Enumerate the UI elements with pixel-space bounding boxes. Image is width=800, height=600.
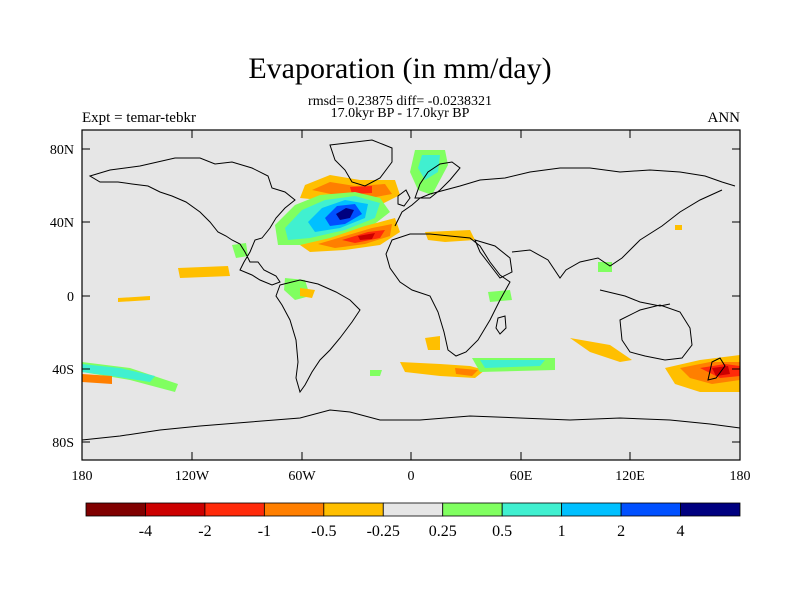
field-subpolar-core (336, 208, 354, 220)
colorbar-swatch (382, 502, 444, 517)
season-label: ANN (707, 110, 741, 126)
colorbar-label: -0.25 (367, 523, 400, 540)
anomaly-fields (82, 150, 740, 392)
lat-label-40s: 40S (52, 363, 74, 378)
field-south-atlantic-red (455, 368, 478, 376)
lat-label-eq: 0 (67, 290, 74, 305)
colorbar-label: 2 (617, 523, 625, 540)
latitude-axis (82, 148, 740, 443)
field-south-pacific-cyan (82, 364, 155, 382)
colorbar-swatch (204, 502, 265, 517)
colorbar-labels: -4 -2 -1 -0.5 -0.25 0.25 0.5 1 2 4 (139, 523, 685, 540)
plot-title: Evaporation (in mm/day) (248, 52, 552, 85)
lat-label-40n: 40N (50, 216, 74, 231)
coast-australia (619, 304, 693, 361)
colorbar-swatch (561, 502, 622, 517)
coast-scandinavia (414, 161, 461, 199)
lon-label-0: 0 (408, 469, 415, 484)
experiment-label: Expt = temar-tebkr (82, 110, 196, 126)
colorbar-swatch (85, 502, 146, 517)
colorbar-label: -2 (198, 523, 211, 540)
colorbar-label: 1 (558, 523, 566, 540)
colorbar-label: 0.25 (429, 523, 457, 540)
coast-arabia (474, 239, 513, 279)
coast-north-america (88, 157, 296, 286)
field-south-atlantic-green (370, 370, 382, 376)
map-background (82, 130, 740, 460)
field-japan (675, 225, 682, 230)
field-central-america (232, 243, 248, 258)
lon-label-60e: 60E (510, 469, 533, 484)
colorbar-swatch (680, 502, 741, 517)
coast-south-asia (511, 189, 723, 279)
colorbar-label: -0.5 (311, 523, 336, 540)
coast-new-zealand (707, 357, 726, 381)
field-caribbean-orange (300, 288, 315, 298)
lon-label-180w: 180 (72, 469, 93, 484)
colorbar-swatch (263, 502, 325, 517)
longitude-axis (81, 130, 741, 460)
field-norwegian-sea-core (418, 155, 440, 180)
field-se-asia (598, 262, 612, 272)
field-labrador-deep (350, 186, 372, 194)
lon-label-120e: 120E (615, 469, 645, 484)
coast-madagascar (495, 315, 507, 335)
coast-europe (394, 167, 736, 227)
lat-label-80n: 80N (50, 143, 74, 158)
colorbar-swatch (323, 502, 384, 517)
field-south-pacific-orange (82, 374, 112, 384)
colorbar-label: 0.5 (492, 523, 512, 540)
coast-africa (385, 233, 511, 357)
lon-label-120w: 120W (175, 469, 210, 484)
field-australia-south (570, 338, 632, 362)
field-arabian (488, 290, 512, 302)
field-ne-pacific (178, 266, 230, 278)
colorbar-label: -1 (258, 523, 271, 540)
coast-indonesia (599, 289, 671, 307)
lat-label-80s: 80S (52, 436, 74, 451)
field-south-indian-cyan (480, 360, 545, 368)
coast-antarctica (82, 409, 740, 441)
colorbar-swatch (620, 502, 681, 517)
colorbar (85, 502, 741, 517)
colorbar-swatch (501, 502, 563, 517)
coast-south-america (275, 279, 361, 394)
lon-label-60w: 60W (288, 469, 316, 484)
stats-line: rmsd= 0.23875 diff= -0.0238321 (308, 94, 492, 109)
field-tropical-pacific (118, 296, 150, 302)
colorbar-label: -4 (139, 523, 152, 540)
colorbar-swatch (442, 502, 503, 517)
period-line: 17.0kyr BP - 17.0kyr BP (330, 106, 470, 121)
field-angola (425, 336, 440, 350)
coast-greenland (329, 139, 393, 187)
coastlines (82, 139, 740, 441)
colorbar-swatch (145, 502, 206, 517)
lon-label-180e: 180 (730, 469, 751, 484)
coast-britain (397, 189, 411, 207)
colorbar-label: 4 (677, 523, 685, 540)
field-iberia-core (358, 233, 375, 240)
